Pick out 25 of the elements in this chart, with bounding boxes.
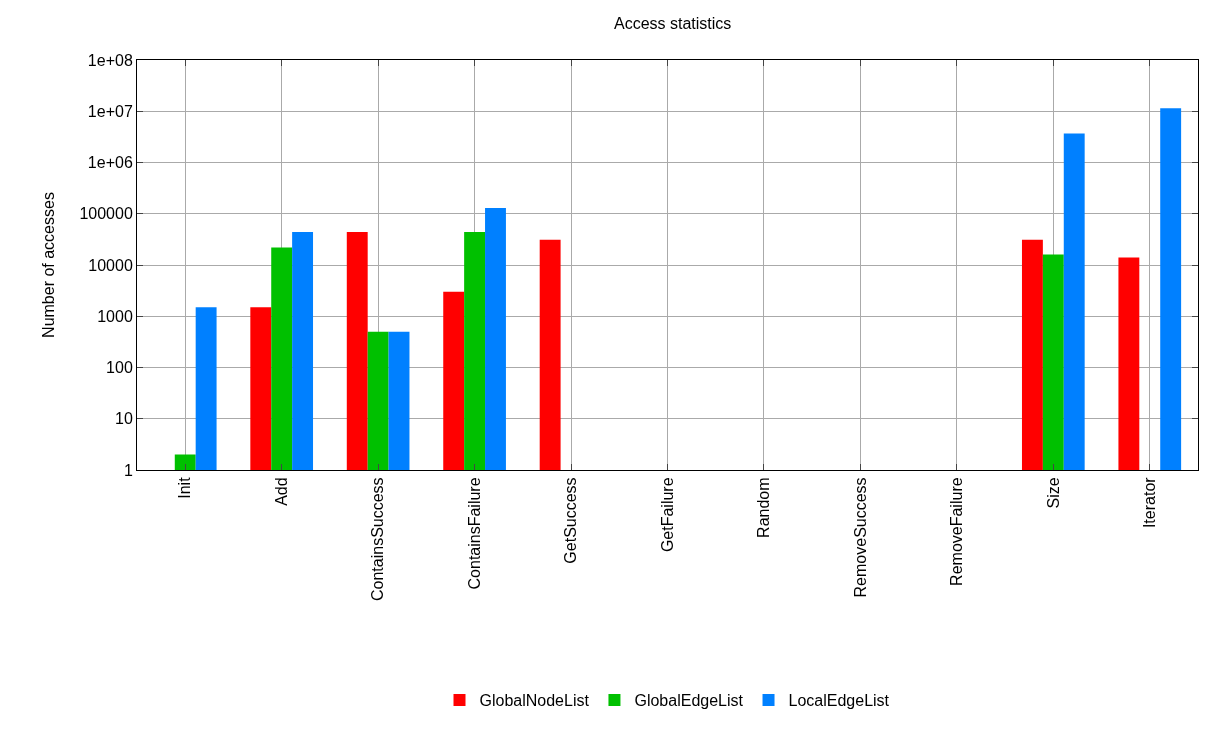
legend-label: GlobalNodeList xyxy=(479,692,590,710)
x-tick-label: GetSuccess xyxy=(562,477,580,564)
x-tick-label: ContainsSuccess xyxy=(369,477,387,602)
y-axis-title: Number of accesses xyxy=(40,192,58,338)
y-tick-label: 1000 xyxy=(97,307,133,325)
legend-label: LocalEdgeList xyxy=(788,692,890,710)
x-tick-label: Init xyxy=(176,476,194,499)
x-tick-label: ContainsFailure xyxy=(465,477,483,590)
x-tick-label: Add xyxy=(272,477,290,506)
chart-title: Access statistics xyxy=(613,15,732,33)
x-tick-label: Random xyxy=(755,477,773,538)
x-tick-label: Iterator xyxy=(1140,476,1158,529)
y-tick-label: 1e+08 xyxy=(87,51,133,69)
x-tick-label: RemoveFailure xyxy=(948,477,966,586)
legend-label: GlobalEdgeList xyxy=(634,692,744,710)
y-tick-label: 1e+07 xyxy=(87,102,133,120)
x-tick-label: Size xyxy=(1044,477,1062,509)
y-tick-label: 1e+06 xyxy=(87,154,133,172)
y-tick-label: 1 xyxy=(123,461,133,479)
x-tick-label: GetFailure xyxy=(658,477,676,553)
x-tick-label: RemoveSuccess xyxy=(851,477,869,598)
y-tick-label: 100 xyxy=(106,359,133,377)
y-tick-label: 10 xyxy=(115,410,133,428)
y-tick-label: 10000 xyxy=(88,256,133,274)
y-tick-label: 100000 xyxy=(79,205,133,223)
